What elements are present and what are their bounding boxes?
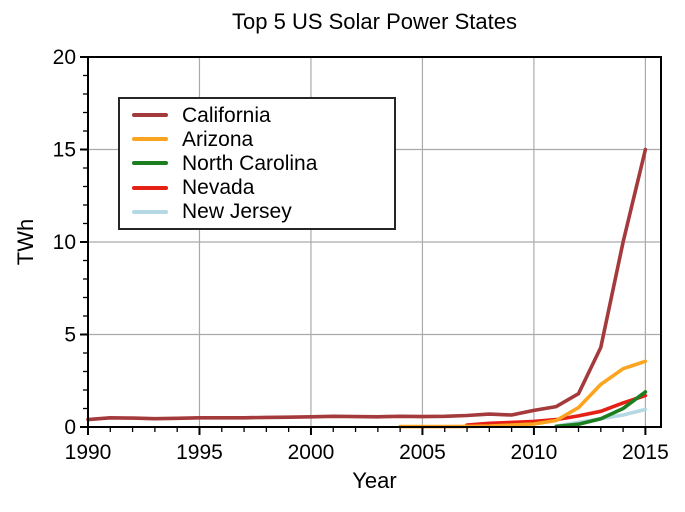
legend-entry-north-carolina: North Carolina: [120, 152, 394, 175]
legend-label: North Carolina: [182, 151, 318, 175]
x-tick-label: 1995: [176, 441, 223, 464]
legend-label: California: [182, 103, 271, 127]
y-tick-label: 20: [53, 46, 76, 69]
y-tick-label: 5: [64, 324, 76, 347]
x-tick-label: 2005: [399, 441, 446, 464]
legend-label: Nevada: [182, 176, 255, 200]
x-axis-label: Year: [352, 468, 397, 493]
legend: California Arizona North Carolina Nevada New…: [118, 97, 396, 230]
legend-swatch-icon: [132, 185, 168, 190]
legend-label: New Jersey: [182, 200, 292, 224]
y-tick-label: 15: [53, 139, 76, 162]
legend-entry-arizona: Arizona: [120, 128, 394, 151]
legend-swatch-icon: [132, 137, 168, 142]
y-tick-label: 0: [64, 416, 76, 439]
legend-swatch-icon: [132, 161, 168, 166]
x-tick-label: 1990: [65, 441, 112, 464]
legend-swatch-icon: [132, 113, 168, 118]
legend-entry-california: California: [120, 104, 394, 127]
series-line-north-carolina: [554, 390, 648, 429]
legend-entry-new-jersey: New Jersey: [120, 200, 394, 223]
legend-label: Arizona: [182, 127, 254, 151]
x-tick-label: 2015: [622, 441, 669, 464]
series-line-california: [86, 147, 648, 422]
legend-entry-nevada: Nevada: [120, 176, 394, 199]
chart-title: Top 5 US Solar Power States: [232, 9, 517, 34]
legend-swatch-icon: [132, 209, 168, 214]
x-tick-label: 2010: [511, 441, 558, 464]
y-tick-label: 10: [53, 231, 76, 254]
x-tick-label: 2000: [288, 441, 335, 464]
